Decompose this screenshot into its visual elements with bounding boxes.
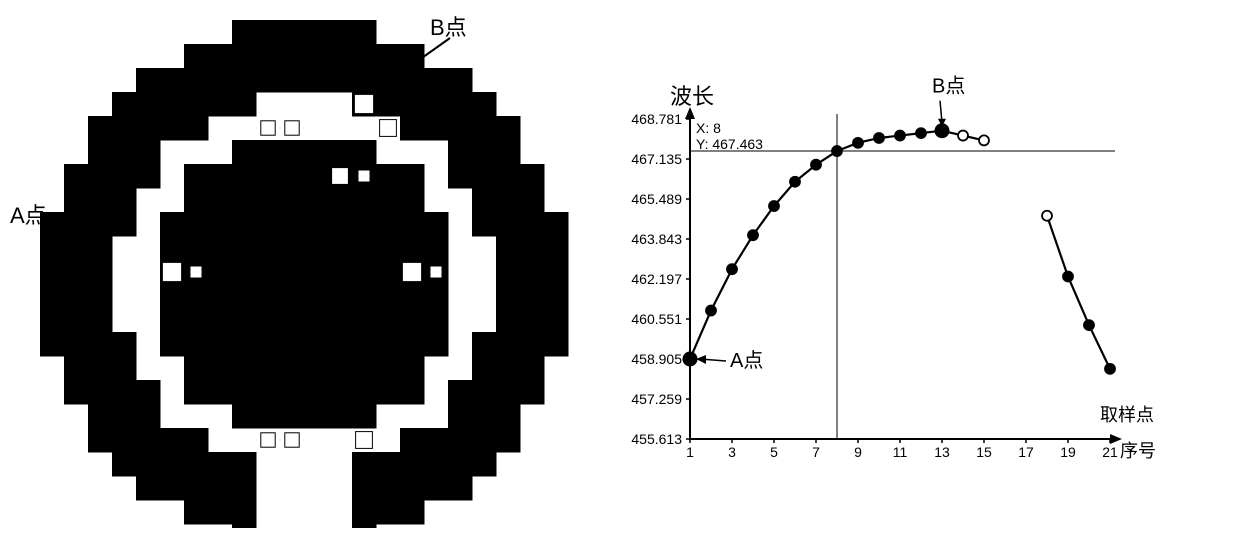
y-tick-label: 468.781: [631, 111, 682, 127]
data-point: [727, 264, 737, 274]
x-axis-label-2: 序号: [1120, 441, 1156, 461]
data-point: [769, 201, 779, 211]
x-tick-label: 21: [1102, 444, 1118, 460]
x-tick-label: 15: [976, 444, 992, 460]
y-tick-label: 458.905: [631, 351, 682, 367]
x-tick-label: 17: [1018, 444, 1034, 460]
data-point: [811, 160, 821, 170]
point-a-marker: [683, 352, 698, 367]
x-tick-label: 11: [893, 444, 908, 460]
x-tick-label: 19: [1060, 444, 1076, 460]
y-tick-label: 460.551: [631, 311, 682, 327]
y-tick-label: 462.197: [631, 271, 682, 287]
y-tick-label: 467.135: [631, 151, 682, 167]
y-tick-label: 465.489: [631, 191, 682, 207]
crosshair-y-text: Y: 467.463: [696, 136, 763, 152]
label-a: A点: [10, 198, 47, 230]
y-tick-label: 455.613: [631, 431, 682, 447]
x-tick-label: 1: [686, 444, 694, 460]
data-point: [1105, 364, 1115, 374]
label-b: B点: [430, 10, 467, 42]
b-point-label: B点: [932, 75, 965, 98]
x-tick-label: 7: [812, 444, 820, 460]
a-point-label: A点: [730, 349, 763, 372]
wavelength-chart: 波长 455.613 457.259 458.905 460.551 462.197 46…: [610, 59, 1170, 479]
y-tick-label: 463.843: [631, 231, 682, 247]
x-tick-label: 3: [728, 444, 736, 460]
y-tick-label: 457.259: [631, 391, 682, 407]
crosshair-x-text: X: 8: [696, 120, 721, 136]
pixel-ring-diagram: B点 A点: [10, 10, 570, 528]
x-tick-label: 9: [854, 444, 862, 460]
x-tick-label: 13: [934, 444, 950, 460]
data-point: [1063, 271, 1073, 281]
data-point: [979, 135, 989, 145]
data-point: [790, 177, 800, 187]
data-point: [874, 133, 884, 143]
x-axis-label-1: 取样点: [1100, 405, 1154, 425]
data-point: [1084, 320, 1094, 330]
x-tick-label: 5: [770, 444, 778, 460]
chart-y-title: 波长: [670, 79, 714, 111]
data-point: [853, 138, 863, 148]
data-point: [1042, 211, 1052, 221]
data-point: [748, 230, 758, 240]
data-point: [895, 131, 905, 141]
data-point: [832, 146, 842, 156]
data-point: [916, 128, 926, 138]
data-point: [958, 131, 968, 141]
data-point: [706, 306, 716, 316]
